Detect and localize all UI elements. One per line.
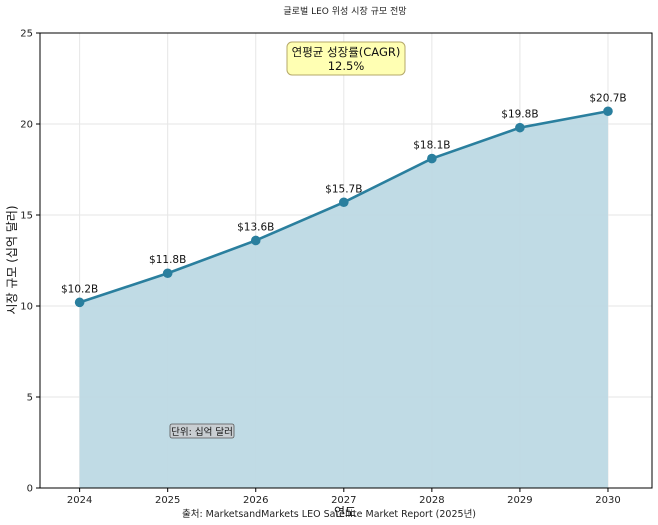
data-point-2025 (162, 268, 173, 279)
unit-note: 단위: 십억 달러 (171, 426, 233, 438)
x-axis-ticks: 2024 2025 2026 2027 2028 2029 2030 (67, 488, 621, 506)
cagr-annotation-box (286, 41, 406, 76)
data-label-2028: $18.1B (413, 140, 450, 152)
data-label-2029: $19.8B (501, 109, 538, 121)
source-note: 출처: MarketsandMarkets LEO Satellite Mark… (182, 508, 476, 520)
x-tick-label: 2030 (595, 495, 620, 506)
data-labels: $10.2B $11.8B $13.6B $15.7B $18.1B $19.8B $20.… (61, 92, 627, 295)
data-point-2026 (250, 235, 261, 246)
y-tick-label: 20 (20, 120, 33, 131)
plot-frame (39, 32, 653, 489)
cagr-annotation-value: 12.5% (328, 59, 365, 73)
x-axis-title: 연도 (334, 505, 356, 519)
data-label-2027: $15.7B (325, 183, 362, 195)
x-tick-label: 2025 (155, 495, 180, 506)
chart-title: 글로벌 LEO 위성 시장 규모 전망 (283, 6, 406, 17)
x-tick-label: 2028 (419, 495, 444, 506)
data-label-2025: $11.8B (149, 254, 186, 266)
y-tick-label: 0 (27, 484, 33, 495)
x-tick-label: 2024 (67, 495, 92, 506)
data-points (74, 106, 613, 308)
data-label-2026: $13.6B (237, 221, 274, 233)
y-tick-label: 10 (20, 302, 33, 313)
area-fill (79, 111, 608, 488)
y-axis-ticks: 0 5 10 15 20 25 (20, 29, 40, 495)
x-tick-label: 2027 (331, 495, 356, 506)
x-tick-label: 2029 (507, 495, 532, 506)
x-tick-label: 2026 (243, 495, 268, 506)
data-point-2028 (427, 153, 437, 164)
cagr-annotation-title: 연평균 성장률(CAGR) (292, 45, 401, 59)
y-tick-label: 25 (20, 29, 33, 40)
unit-note-box (169, 423, 235, 439)
data-point-2029 (515, 122, 525, 133)
y-axis-title: 시장 규모 (십억 달러) (5, 205, 19, 314)
data-point-2027 (338, 197, 349, 208)
data-label-2024: $10.2B (61, 283, 98, 295)
y-tick-label: 5 (27, 393, 33, 404)
y-tick-label: 15 (20, 211, 33, 222)
data-point-2024 (74, 297, 85, 308)
data-label-2030: $20.7B (589, 92, 626, 104)
data-point-2030 (603, 106, 613, 117)
